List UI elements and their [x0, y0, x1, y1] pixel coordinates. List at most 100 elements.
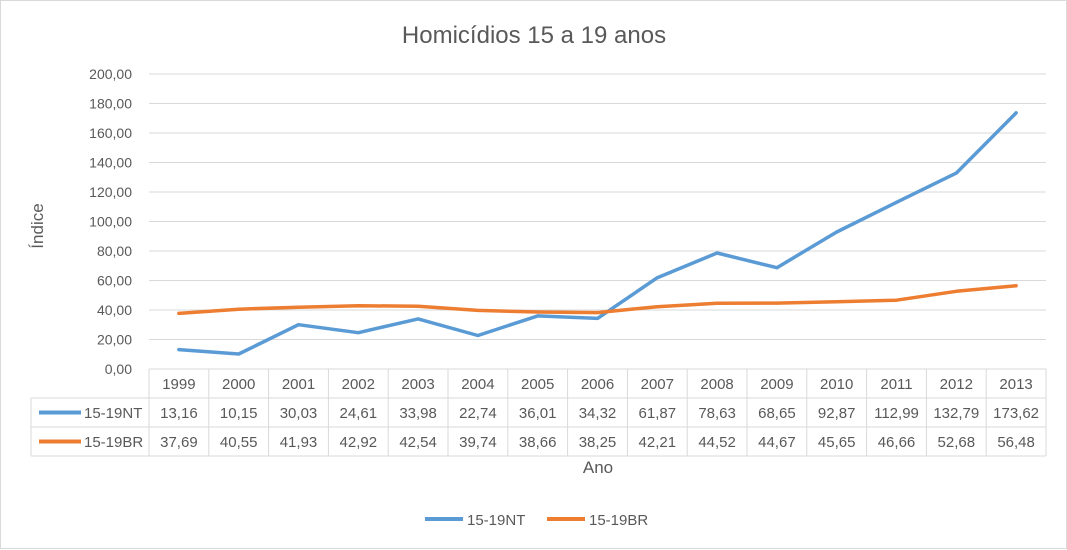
data-label: 132,79: [933, 405, 979, 422]
data-label: 10,15: [220, 405, 258, 422]
data-point: [416, 304, 420, 308]
data-label: 42,21: [639, 434, 677, 451]
x-category-label: 2006: [581, 376, 614, 393]
data-label: 92,87: [818, 405, 856, 422]
data-point: [237, 352, 241, 356]
data-label: 78,63: [698, 405, 736, 422]
data-point: [1014, 111, 1018, 115]
x-category-label: 2005: [521, 376, 554, 393]
data-point: [356, 304, 360, 308]
data-label: 40,55: [220, 434, 258, 451]
x-category-label: 2003: [401, 376, 434, 393]
x-category-label: 2002: [342, 376, 375, 393]
data-label: 41,93: [280, 434, 318, 451]
y-tick-label: 0,00: [105, 361, 132, 377]
data-point: [954, 171, 958, 175]
data-point: [895, 298, 898, 302]
data-point: [655, 276, 659, 280]
data-point: [177, 348, 181, 352]
data-label: 44,67: [758, 434, 796, 451]
y-tick-label: 140,00: [89, 155, 132, 171]
y-tick-label: 100,00: [89, 214, 132, 230]
y-tick-label: 60,00: [97, 273, 132, 289]
data-point: [895, 200, 898, 204]
data-point: [715, 251, 719, 255]
data-point: [297, 323, 300, 327]
data-point: [476, 308, 480, 312]
data-label: 38,66: [519, 434, 557, 451]
series-name: 15-19NT: [84, 405, 142, 422]
data-table: 1999 2000 2001 2002 2003 2004 2005 2006 2007 2008…: [30, 368, 1047, 457]
data-label: 34,32: [579, 405, 617, 422]
data-point: [536, 314, 540, 318]
x-category-label: 2001: [282, 376, 315, 393]
chart-title: Homicídios 15 a 19 anos: [402, 22, 666, 49]
data-label: 22,74: [459, 405, 497, 422]
x-category-label: 2013: [999, 376, 1032, 393]
y-axis-label: Índice: [28, 203, 47, 248]
x-category-label: 2012: [940, 376, 973, 393]
x-category-label: 2009: [760, 376, 793, 393]
data-label: 68,65: [758, 405, 796, 422]
x-category-label: 2007: [641, 376, 674, 393]
data-label: 42,54: [399, 434, 437, 451]
data-label: 13,16: [160, 405, 198, 422]
data-point: [237, 307, 241, 311]
data-label: 39,74: [459, 434, 497, 451]
x-category-label: 2004: [461, 376, 494, 393]
y-tick-label: 80,00: [97, 243, 132, 259]
data-label: 46,66: [878, 434, 916, 451]
gridlines: [149, 73, 1046, 340]
series-lines: [177, 111, 1018, 356]
y-tick-label: 20,00: [97, 332, 132, 348]
data-label: 112,99: [874, 405, 919, 422]
x-category-label: 2008: [700, 376, 733, 393]
data-label: 61,87: [639, 405, 677, 422]
data-point: [655, 305, 659, 309]
data-label: 37,69: [160, 434, 198, 451]
data-point: [835, 300, 839, 304]
data-point: [775, 266, 779, 270]
data-label: 24,61: [340, 405, 378, 422]
data-point: [715, 301, 719, 305]
data-label: 36,01: [519, 405, 557, 422]
data-label: 38,25: [579, 434, 617, 451]
data-label: 42,92: [340, 434, 378, 451]
x-category-label: 2000: [222, 376, 255, 393]
data-label: 52,68: [938, 434, 976, 451]
data-label: 44,52: [698, 434, 736, 451]
x-axis-label: Ano: [583, 458, 613, 477]
data-point: [835, 230, 839, 234]
data-point: [297, 305, 300, 309]
y-tick-label: 160,00: [89, 125, 132, 141]
data-label: 45,65: [818, 434, 856, 451]
data-point: [954, 289, 958, 293]
legend-entry: 15-19BR: [589, 512, 648, 529]
data-point: [416, 317, 420, 321]
x-category-label: 2010: [820, 376, 853, 393]
x-category-label: 2011: [880, 376, 912, 393]
x-category-label: 1999: [162, 376, 195, 393]
y-tick-label: 40,00: [97, 302, 132, 318]
series-line: [177, 283, 1018, 316]
data-label: 56,48: [997, 434, 1035, 451]
data-point: [536, 310, 540, 314]
y-tick-labels: 0,00 20,00 40,00 60,00 80,00 100,00 120,00 140,…: [89, 66, 132, 377]
data-label: 173,62: [993, 405, 1039, 422]
data-point: [775, 301, 779, 305]
y-tick-label: 200,00: [89, 66, 132, 82]
data-point: [356, 331, 360, 335]
data-point: [1014, 284, 1018, 288]
y-tick-label: 180,00: [89, 96, 132, 112]
data-label: 30,03: [280, 405, 318, 422]
data-point: [596, 311, 599, 315]
legend-entry: 15-19NT: [467, 512, 525, 529]
data-point: [177, 311, 181, 315]
data-label: 33,98: [399, 405, 437, 422]
y-tick-label: 120,00: [89, 184, 132, 200]
legend: 15-19NT 15-19BR: [425, 512, 648, 529]
series-name: 15-19BR: [84, 434, 143, 451]
data-point: [596, 316, 599, 320]
